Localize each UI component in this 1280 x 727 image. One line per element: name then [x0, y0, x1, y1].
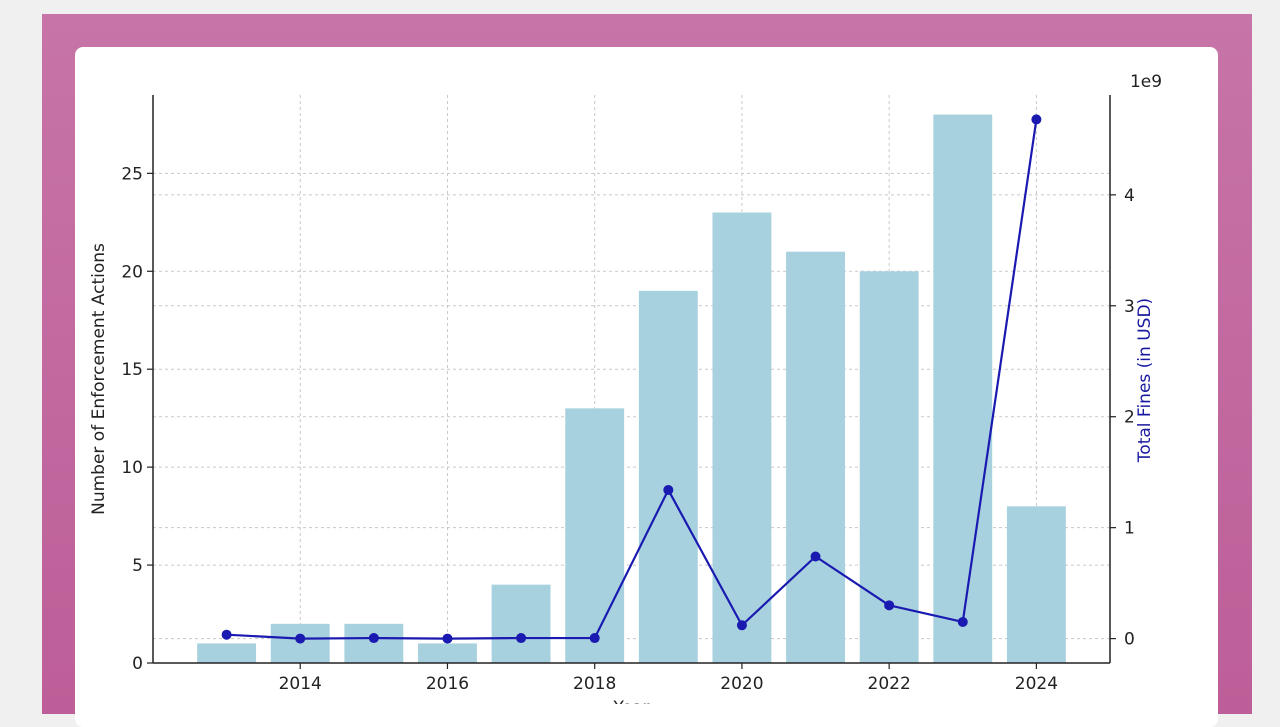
y-right-offset-label: 1e9: [1130, 72, 1162, 92]
x-axis-title: Year: [613, 698, 650, 704]
fines-point: [1031, 114, 1042, 125]
y-right-tick-label: 3: [1124, 297, 1135, 317]
chart-card: 2014 2016 2018 2020 2022 2024 0 5 10 15 20 25 0 1 2 3 4 1…: [75, 47, 1218, 727]
fines-line: [226, 119, 1038, 640]
bar: [197, 643, 257, 663]
bar: [491, 584, 551, 663]
fines-point: [368, 633, 379, 644]
bar: [344, 623, 404, 663]
x-tick-label: 2014: [279, 674, 322, 694]
fines-point: [221, 629, 232, 640]
fines-point: [884, 600, 895, 611]
y-right-tick-label: 1: [1124, 519, 1135, 539]
y-left-tick-label: 20: [121, 262, 143, 282]
x-tick-label: 2016: [426, 674, 469, 694]
x-tick-label: 2022: [868, 674, 911, 694]
y-left-tick-label: 25: [121, 164, 143, 184]
y-right-tick-label: 4: [1124, 186, 1135, 206]
x-tick-label: 2024: [1015, 674, 1058, 694]
fines-point: [295, 633, 306, 644]
bar: [859, 271, 919, 663]
bar: [565, 408, 625, 663]
bar: [933, 114, 993, 664]
y-left-tick-label: 10: [121, 458, 143, 478]
fines-point: [442, 633, 453, 644]
fines-point: [810, 551, 821, 562]
bar: [786, 251, 845, 664]
bar: [1006, 506, 1066, 663]
fines-point: [736, 620, 747, 631]
y-right-axis-title: Total Fines (in USD): [1135, 298, 1155, 463]
combo-chart: 2014 2016 2018 2020 2022 2024 0 5 10 15 20 25 0 1 2 3 4 1…: [89, 72, 1162, 704]
y-right-tick-label: 0: [1124, 630, 1135, 650]
bar: [418, 643, 477, 663]
fines-point: [589, 633, 600, 644]
x-tick-label: 2020: [720, 674, 763, 694]
x-tick-label: 2018: [573, 674, 616, 694]
y-right-tick-label: 2: [1124, 408, 1135, 428]
y-left-tick-label: 15: [121, 360, 143, 380]
bar: [638, 290, 698, 663]
fines-point: [957, 616, 968, 627]
fines-point: [663, 484, 674, 495]
y-left-tick-label: 5: [132, 556, 143, 576]
bar: [712, 212, 772, 663]
y-left-tick-label: 0: [132, 654, 143, 674]
fines-point: [516, 633, 527, 644]
y-left-axis-title: Number of Enforcement Actions: [89, 243, 109, 515]
